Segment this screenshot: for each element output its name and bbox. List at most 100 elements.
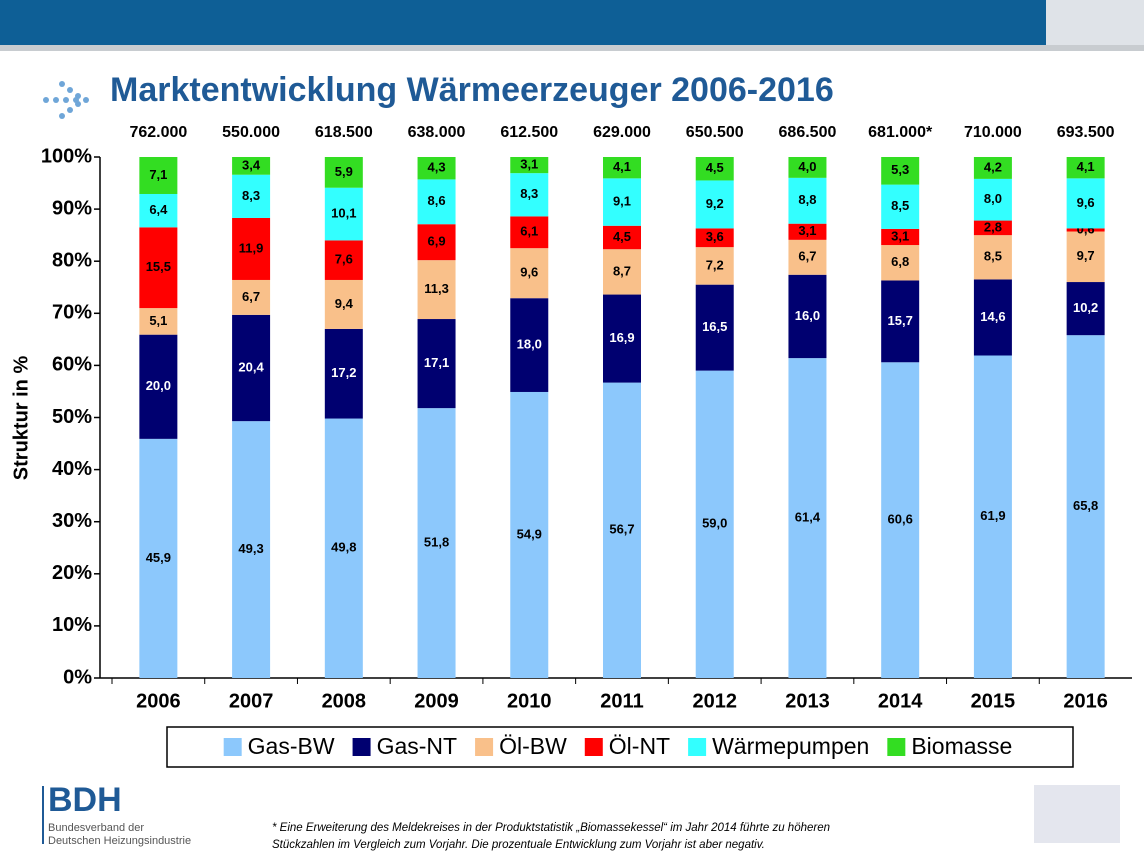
value-label: 6,7 [242, 289, 260, 304]
bar-segment [1066, 282, 1105, 336]
value-label: 5,9 [335, 164, 353, 179]
bar-segment [788, 239, 827, 275]
value-label: 6,9 [428, 234, 446, 249]
bar-segment [973, 220, 1012, 236]
bar-segment [881, 228, 920, 246]
bar-segment [788, 358, 827, 678]
value-label: 8,5 [891, 198, 909, 213]
y-tick-label: 40% [52, 458, 92, 480]
value-label: 14,6 [980, 309, 1005, 324]
x-tick-label: 2008 [322, 690, 367, 712]
bar-segment [695, 157, 734, 181]
value-label: 6,1 [520, 224, 538, 239]
value-label: 5,1 [149, 313, 167, 328]
legend-box [166, 726, 1074, 768]
bar-segment [510, 216, 549, 249]
value-label: 8,3 [242, 188, 260, 203]
bar-segment [1066, 178, 1105, 229]
x-tick-label: 2009 [414, 690, 459, 712]
total-label: 550.000 [222, 124, 280, 141]
bar-segment [603, 178, 641, 226]
value-label: 16,5 [702, 319, 727, 334]
value-label: 5,3 [891, 162, 909, 177]
bar-segment [232, 217, 271, 280]
legend-swatch [688, 738, 707, 756]
bar-segment [232, 314, 271, 422]
bar-segment [139, 227, 178, 309]
legend-label: Öl-NT [609, 733, 670, 759]
legend-swatch [223, 738, 242, 756]
bar-segment [788, 157, 827, 178]
bar-segment [510, 391, 549, 678]
logo-name: BDH [48, 781, 122, 819]
value-label: 8,0 [984, 191, 1002, 206]
bar-segment [603, 225, 641, 250]
value-label: 4,3 [428, 160, 446, 175]
legend-swatch [352, 738, 371, 756]
legend-swatch [475, 738, 494, 756]
value-label: 4,5 [613, 229, 631, 244]
footnote: Stückzahlen im Vergleich zum Vorjahr. Di… [272, 839, 765, 851]
bar-segment [324, 418, 363, 678]
value-label: 8,6 [428, 193, 446, 208]
bar-segment [1066, 231, 1105, 283]
value-label: 8,7 [613, 263, 631, 278]
footnote: * Eine Erweiterung des Meldekreises in d… [272, 822, 830, 834]
bar-segment [232, 157, 271, 175]
bar-segment [324, 279, 363, 329]
total-label: 638.000 [408, 124, 466, 141]
bar-segment [510, 248, 549, 299]
bar-segment [417, 408, 456, 678]
x-tick-label: 2013 [785, 690, 830, 712]
legend-label: Biomasse [911, 733, 1012, 759]
bar-segment [695, 228, 734, 248]
bar-segment [603, 157, 641, 179]
bar-segment [139, 193, 178, 228]
banner-decor [1046, 0, 1144, 45]
value-label: 45,9 [146, 550, 171, 565]
corner-decor [1034, 785, 1120, 843]
value-label: 65,8 [1073, 498, 1098, 513]
total-label: 686.500 [779, 124, 837, 141]
x-tick-label: 2015 [971, 690, 1016, 712]
total-label: 629.000 [593, 124, 651, 141]
banner [0, 0, 1144, 45]
legend-label: Gas-BW [248, 733, 335, 759]
logo-line: Deutschen Heizungsindustrie [48, 835, 191, 847]
bar-segment [139, 438, 178, 678]
value-label: 8,8 [798, 192, 816, 207]
value-label: 49,3 [238, 541, 263, 556]
value-label: 4,2 [984, 159, 1002, 174]
value-label: 20,4 [238, 359, 264, 374]
bar-segment [417, 157, 456, 180]
value-label: 61,4 [795, 509, 821, 524]
value-label: 17,1 [424, 355, 449, 370]
y-tick-label: 10% [52, 614, 92, 636]
bar-segment [510, 173, 549, 217]
value-label: 6,7 [798, 249, 816, 264]
x-tick-label: 2010 [507, 690, 552, 712]
bar-segment [695, 180, 734, 229]
y-tick-label: 50% [52, 406, 92, 428]
value-label: 6,4 [149, 202, 168, 217]
value-label: 8,5 [984, 249, 1002, 264]
bar-segment [1066, 157, 1105, 179]
bar-segment [788, 274, 827, 359]
value-label: 6,8 [891, 254, 909, 269]
x-tick-label: 2006 [136, 690, 181, 712]
total-label: 693.500 [1057, 124, 1115, 141]
bar-segment [510, 298, 549, 392]
value-label: 3,1 [798, 223, 816, 238]
dots-icon [43, 81, 89, 119]
value-label: 17,2 [331, 365, 356, 380]
value-label: 8,3 [520, 186, 538, 201]
bar-segment [139, 334, 178, 439]
bar-segment [324, 187, 363, 241]
value-label: 59,0 [702, 516, 727, 531]
y-tick-label: 70% [52, 302, 92, 324]
bar-segment [510, 157, 549, 174]
x-tick-label: 2011 [600, 690, 643, 712]
value-label: 61,9 [980, 508, 1005, 523]
bar-segment [881, 245, 920, 281]
